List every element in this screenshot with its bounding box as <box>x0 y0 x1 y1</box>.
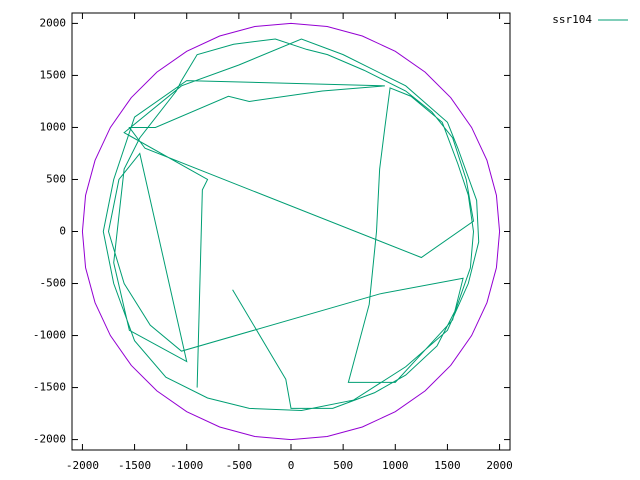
y-tick-label: -1500 <box>33 381 66 394</box>
x-tick-label: 2000 <box>486 459 513 472</box>
y-tick-label: 1000 <box>40 120 67 133</box>
y-tick-label: 2000 <box>40 16 67 29</box>
x-tick-label: 1000 <box>382 459 409 472</box>
y-tick-label: -1000 <box>33 329 66 342</box>
y-tick-label: -2000 <box>33 433 66 446</box>
series-line <box>81 22 501 441</box>
y-tick-label: -500 <box>40 277 67 290</box>
x-tick-label: -1000 <box>170 459 203 472</box>
x-tick-label: -500 <box>226 459 253 472</box>
y-tick-label: 0 <box>59 225 66 238</box>
x-tick-label: -1500 <box>118 459 151 472</box>
plot-border <box>71 12 511 451</box>
x-tick-label: 0 <box>288 459 295 472</box>
y-tick-label: 1500 <box>40 68 67 81</box>
y-tick-label: 500 <box>46 172 66 185</box>
series-line <box>102 38 480 411</box>
x-tick-label: -2000 <box>66 459 99 472</box>
x-tick-label: 1500 <box>434 459 461 472</box>
x-tick-label: 500 <box>333 459 353 472</box>
legend-label: ssr104 <box>552 13 592 26</box>
